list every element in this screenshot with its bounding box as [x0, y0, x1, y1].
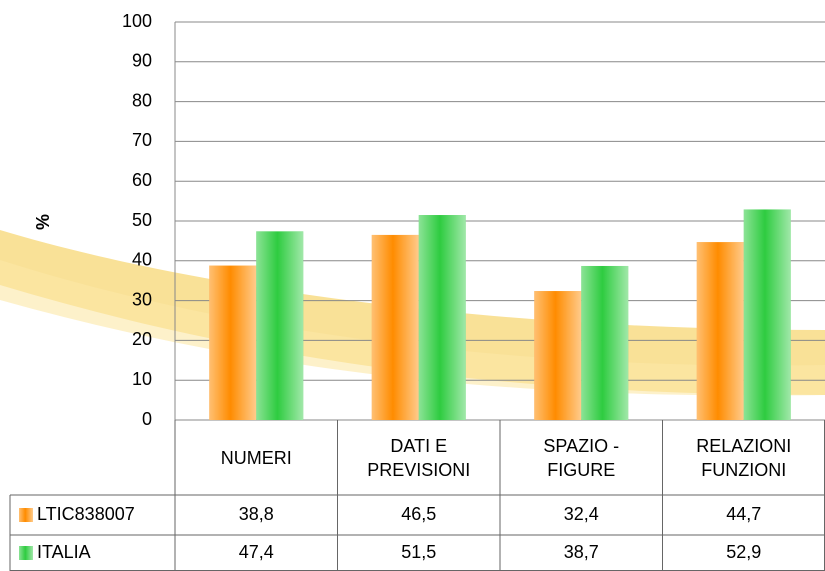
y-tick-label: 40 — [132, 250, 152, 270]
y-tick-label: 10 — [132, 369, 152, 389]
y-tick-label: 70 — [132, 130, 152, 150]
y-tick-label: 0 — [142, 409, 152, 429]
x-tick-label-text: SPAZIO - FIGURE — [524, 434, 639, 482]
table-value: 47,4 — [239, 542, 274, 562]
table-value: 51,5 — [401, 542, 436, 562]
y-axis-label: % — [33, 214, 53, 230]
x-tick-label: DATI E PREVISIONI — [338, 420, 501, 495]
table-value: 44,7 — [726, 504, 761, 524]
chart: % 0 10 20 30 40 50 60 70 80 90 100 38,8 47,4 46,5 51,5… — [0, 0, 825, 571]
bar-shine — [697, 242, 744, 420]
y-tick-label: 80 — [132, 90, 152, 110]
y-tick-label: 20 — [132, 329, 152, 349]
bar-shine — [581, 266, 628, 420]
table-value: 38,8 — [239, 504, 274, 524]
x-tick-label-text: DATI E PREVISIONI — [361, 434, 476, 482]
x-tick-label: RELAZIONI FUNZIONI — [663, 420, 825, 495]
table-value: 52,9 — [726, 542, 761, 562]
bar-shine — [256, 231, 303, 420]
bar-shine — [419, 215, 466, 420]
bar-shine — [372, 235, 419, 420]
table-value: 38,7 — [564, 542, 599, 562]
y-tick-label: 30 — [132, 289, 152, 309]
x-tick-label: NUMERI — [175, 420, 338, 495]
bar-shine — [534, 291, 581, 420]
table-value: 46,5 — [401, 504, 436, 524]
y-tick-label: 90 — [132, 51, 152, 71]
legend-label: LTIC838007 — [37, 504, 135, 524]
x-tick-label-text: RELAZIONI FUNZIONI — [686, 434, 801, 482]
x-tick-label-text: NUMERI — [221, 446, 292, 470]
y-tick-label: 50 — [132, 210, 152, 230]
y-tick-label: 100 — [122, 11, 152, 31]
table-value: 32,4 — [564, 504, 599, 524]
legend-swatch-shine — [19, 508, 33, 522]
legend-swatch-shine — [19, 546, 33, 560]
legend-label: ITALIA — [37, 542, 91, 562]
x-tick-label: SPAZIO - FIGURE — [500, 420, 663, 495]
bar-shine — [744, 209, 791, 420]
y-tick-label: 60 — [132, 170, 152, 190]
bar-shine — [209, 266, 256, 420]
